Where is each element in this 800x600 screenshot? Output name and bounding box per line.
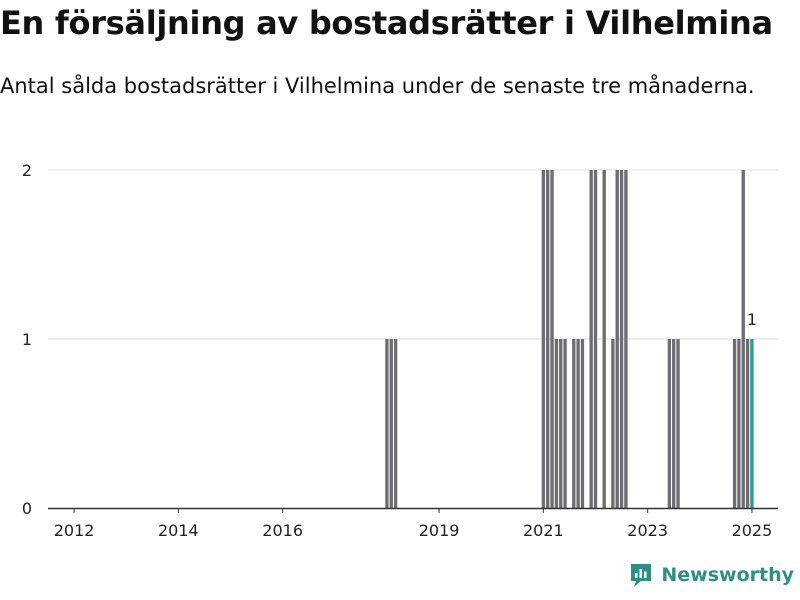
bar — [559, 339, 563, 508]
bar — [602, 170, 606, 508]
bar — [572, 339, 576, 508]
newsworthy-logo-icon — [631, 564, 652, 587]
x-tick-label: 2014 — [158, 521, 199, 540]
x-tick-label: 2016 — [262, 521, 303, 540]
bar — [615, 170, 619, 508]
bar-chart: 0 1 2 2012 2014 2016 2019 2021 2023 2025 1 — [22, 161, 778, 540]
data-label: 1 — [747, 310, 757, 329]
bar — [589, 170, 593, 508]
bar — [593, 170, 598, 508]
bar — [745, 339, 750, 508]
bars — [385, 170, 754, 508]
bar — [580, 339, 585, 508]
bar — [741, 170, 745, 508]
x-tick-label: 2021 — [523, 521, 564, 540]
bar — [737, 339, 741, 508]
y-tick-label: 2 — [22, 161, 32, 180]
x-tick-label: 2025 — [732, 521, 773, 540]
bar — [546, 170, 550, 508]
bar — [576, 339, 580, 508]
bar — [619, 170, 624, 508]
x-tick-label: 2019 — [419, 521, 460, 540]
brand-name: Newsworthy — [661, 564, 794, 586]
bar — [393, 339, 398, 508]
chart-subtitle: Antal sålda bostadsrätter i Vilhelmina u… — [0, 74, 755, 98]
bar — [385, 339, 389, 508]
bar — [667, 339, 672, 508]
y-tick-label: 1 — [22, 330, 32, 349]
newsworthy-logo: Newsworthy — [629, 562, 794, 588]
bar — [389, 339, 393, 508]
bar — [550, 170, 554, 508]
x-axis: 2012 2014 2016 2019 2021 2023 2025 — [48, 507, 778, 540]
x-tick-label: 2012 — [54, 521, 95, 540]
bar — [563, 339, 567, 508]
y-tick-label: 0 — [22, 499, 32, 518]
bar — [750, 339, 754, 508]
bar — [554, 339, 559, 508]
gridlines — [48, 169, 778, 340]
bar — [624, 170, 628, 508]
bar — [672, 339, 676, 508]
bar — [541, 170, 546, 508]
x-tick-label: 2023 — [627, 521, 668, 540]
chart-title: En försäljning av bostadsrätter i Vilhel… — [0, 4, 773, 42]
annotations: 1 — [747, 310, 757, 329]
bar — [611, 339, 615, 508]
bar — [732, 339, 737, 508]
bar — [676, 339, 680, 508]
y-axis-ticks: 0 1 2 — [22, 161, 32, 518]
